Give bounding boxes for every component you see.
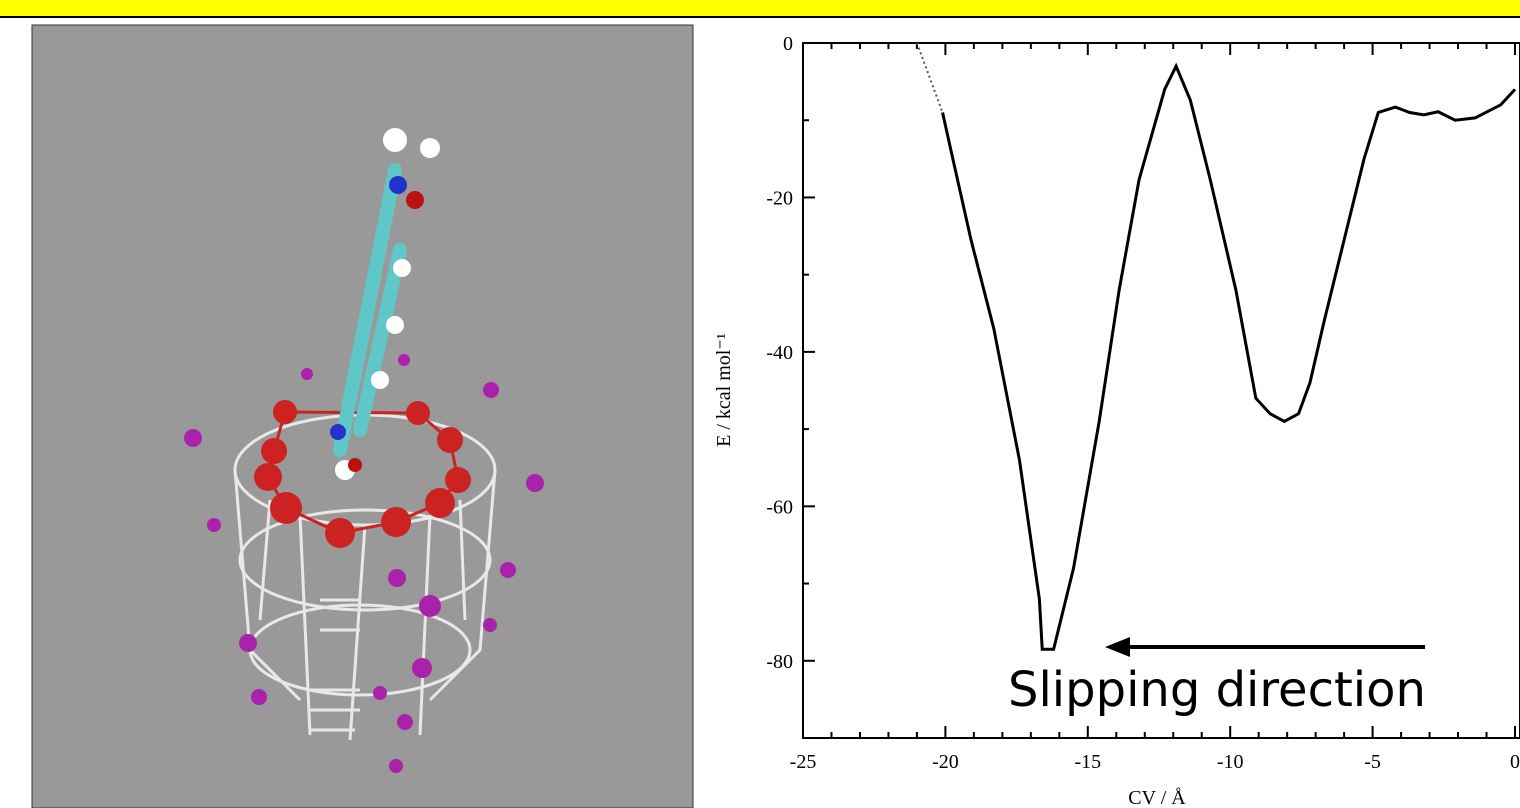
y-tick-label: -60 [766,496,793,518]
header-bar [0,0,1520,16]
y-tick-label: -80 [766,651,793,673]
x-tick-label: -15 [1074,751,1101,773]
curve [917,43,943,113]
x-tick-label: 0 [1510,751,1520,773]
curve [943,66,1515,649]
annotation-arrowhead [1105,637,1130,657]
annotation: Slipping direction [1008,662,1426,718]
x-axis-label: CV / Å [1128,787,1186,808]
plot-frame [803,43,1520,738]
x-tick-label: -10 [1217,751,1244,773]
chart: E / kcal mol⁻¹ CV / Å Slipping direction… [713,33,1520,808]
x-tick-label: -5 [1364,751,1381,773]
molecule-image [32,25,693,808]
x-tick-label: -25 [790,751,817,773]
y-tick-label: 0 [783,33,793,55]
slide: E / kcal mol⁻¹ CV / Å Slipping direction… [0,0,1520,808]
y-tick-label: -40 [766,342,793,364]
y-tick-label: -20 [766,187,793,209]
x-tick-label: -20 [932,751,959,773]
y-axis-label: E / kcal mol⁻¹ [713,333,735,447]
page: {"chart_data": {"type": "line", "xlabel"… [0,0,1520,808]
